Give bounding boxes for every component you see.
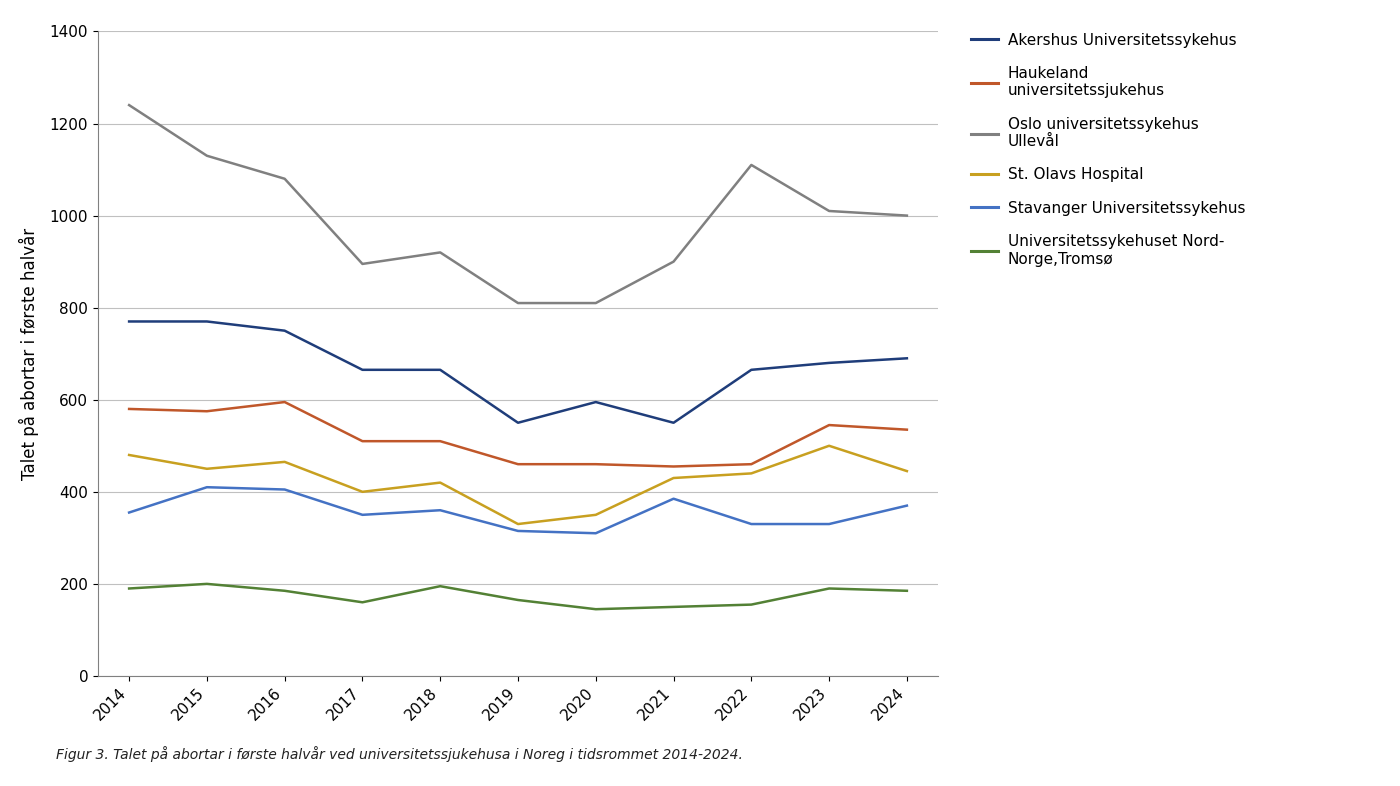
Text: Figur 3. Talet på abortar i første halvår ved universitetssjukehusa i Noreg i ti: Figur 3. Talet på abortar i første halvå… (56, 747, 743, 762)
Legend: Akershus Universitetssykehus, Haukeland
universitetssjukehus, Oslo universitetss: Akershus Universitetssykehus, Haukeland … (970, 33, 1245, 266)
Y-axis label: Talet på abortar i første halvår: Talet på abortar i første halvår (18, 228, 39, 479)
